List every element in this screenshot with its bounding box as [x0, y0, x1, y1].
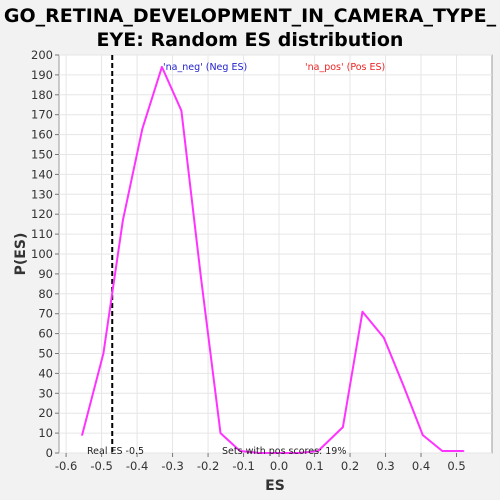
y-tick-label: 160 [31, 128, 53, 142]
y-tick-label: 200 [31, 48, 53, 62]
y-tick-label: 170 [31, 108, 53, 122]
data-point [278, 452, 280, 454]
y-tick-label: 110 [31, 227, 53, 241]
data-point [122, 219, 124, 221]
chart-title-line-1: GO_RETINA_DEVELOPMENT_IN_CAMERA_TYPE_ [4, 5, 497, 27]
x-tick-label: 0.2 [341, 459, 359, 473]
y-tick-label: 150 [31, 148, 53, 162]
y-axis-ticks: 0 10 20 30 40 50 60 70 80 90 100 110 120 130 140 150 160… [31, 48, 59, 460]
x-tick-label: -0.5 [90, 459, 112, 473]
y-tick-label: 10 [38, 426, 53, 440]
x-tick-label: -0.1 [232, 459, 254, 473]
data-point [297, 452, 300, 454]
x-tick-label: 0.0 [270, 459, 288, 473]
y-tick-label: 40 [38, 366, 53, 380]
data-point [382, 336, 385, 339]
y-tick-label: 130 [31, 187, 53, 201]
x-tick-label: -0.6 [55, 459, 77, 473]
data-point [81, 434, 83, 436]
data-point [402, 384, 405, 387]
data-point [200, 277, 202, 279]
y-tick-label: 90 [38, 267, 53, 281]
y-tick-label: 80 [38, 287, 53, 301]
data-point [441, 450, 444, 452]
x-tick-label: -0.4 [126, 459, 148, 473]
x-axis-ticks: -0.6 -0.5 -0.4 -0.3 -0.2 -0.1 0.0 0.1 0.2 0.3 0.4 0… [55, 453, 466, 473]
y-tick-label: 0 [46, 446, 53, 460]
y-tick-label: 50 [38, 347, 53, 361]
data-point [258, 452, 261, 454]
y-tick-label: 100 [31, 247, 53, 261]
x-tick-label: 0.3 [376, 459, 394, 473]
y-tick-label: 140 [31, 167, 53, 181]
y-axis-label: P(ES) [13, 233, 29, 276]
data-point [317, 450, 319, 452]
x-axis-label: ES [265, 478, 285, 494]
grid [59, 54, 492, 454]
x-tick-label: -0.2 [197, 459, 219, 473]
data-point [462, 450, 465, 452]
data-point [102, 352, 105, 355]
y-tick-label: 180 [31, 88, 53, 102]
y-tick-label: 20 [38, 406, 53, 420]
y-tick-label: 120 [31, 207, 53, 221]
chart-title-line-2: EYE: Random ES distribution [97, 29, 404, 51]
data-point [361, 310, 364, 313]
y-tick-label: 30 [38, 386, 53, 400]
data-point [421, 434, 424, 436]
y-tick-label: 70 [38, 307, 53, 321]
x-tick-label: 0.5 [447, 459, 465, 473]
y-tick-label: 190 [31, 68, 53, 82]
x-tick-label: -0.3 [161, 459, 183, 473]
data-point [141, 127, 144, 130]
series-group [81, 65, 465, 454]
data-point [239, 450, 241, 452]
legend-pos-label: 'na_pos' (Pos ES) [305, 62, 385, 73]
data-point [342, 426, 344, 428]
data-point [180, 109, 183, 112]
pos-scores-note: Sets with pos scores: 19% [222, 446, 346, 457]
y-tick-label: 60 [38, 327, 53, 341]
x-tick-label: 0.1 [305, 459, 323, 473]
data-point [219, 432, 222, 434]
series-line [81, 65, 464, 454]
real-es-label: Real ES -0.5 [87, 446, 144, 457]
x-tick-label: 0.4 [412, 459, 430, 473]
data-point [161, 66, 163, 68]
legend-neg-label: 'na_neg' (Neg ES) [163, 62, 247, 73]
